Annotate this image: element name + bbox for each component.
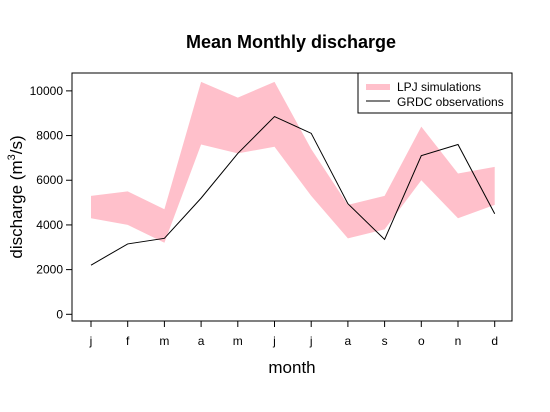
y-tick-label: 10000 (30, 84, 64, 98)
x-tick-label: a (198, 334, 205, 348)
x-tick-label: n (455, 334, 462, 348)
legend-box (357, 72, 513, 114)
y-tick-label: 0 (56, 307, 63, 321)
x-tick-label: o (418, 334, 425, 348)
x-tick-label: s (382, 334, 388, 348)
x-tick-label: j (272, 334, 276, 348)
plot-area (90, 81, 496, 266)
y-axis: 0 2000 4000 6000 8000 10000 (30, 84, 72, 321)
plot-frame (71, 72, 513, 322)
x-tick-label: m (159, 334, 169, 348)
y-tick-label: 8000 (36, 129, 63, 143)
legend-label-grdc: GRDC observations (397, 95, 504, 109)
x-tick-label: a (345, 334, 352, 348)
series-line-grdc-observations (90, 115, 496, 266)
y-tick-label: 6000 (36, 173, 63, 187)
x-tick-label: d (491, 334, 498, 348)
x-tick-label: j (89, 334, 93, 348)
x-tick-label: m (233, 334, 243, 348)
x-tick-label: f (126, 334, 130, 348)
x-axis-title: month (268, 358, 315, 377)
y-axis-title-sup: 3 (6, 154, 18, 160)
y-axis-title-main: discharge (m (7, 160, 26, 258)
x-tick-label: j (309, 334, 313, 348)
y-axis-title-tail: /s) (7, 135, 26, 154)
series-band-lpj-simulations (91, 81, 495, 243)
chart-title: Mean Monthly discharge (186, 32, 396, 52)
y-axis-title: discharge (m3/s) (6, 135, 26, 258)
legend-label-lpj: LPJ simulations (397, 80, 481, 94)
y-tick-label: 4000 (36, 218, 63, 232)
y-tick-label: 2000 (36, 263, 63, 277)
legend: LPJ simulations GRDC observations (357, 72, 513, 114)
